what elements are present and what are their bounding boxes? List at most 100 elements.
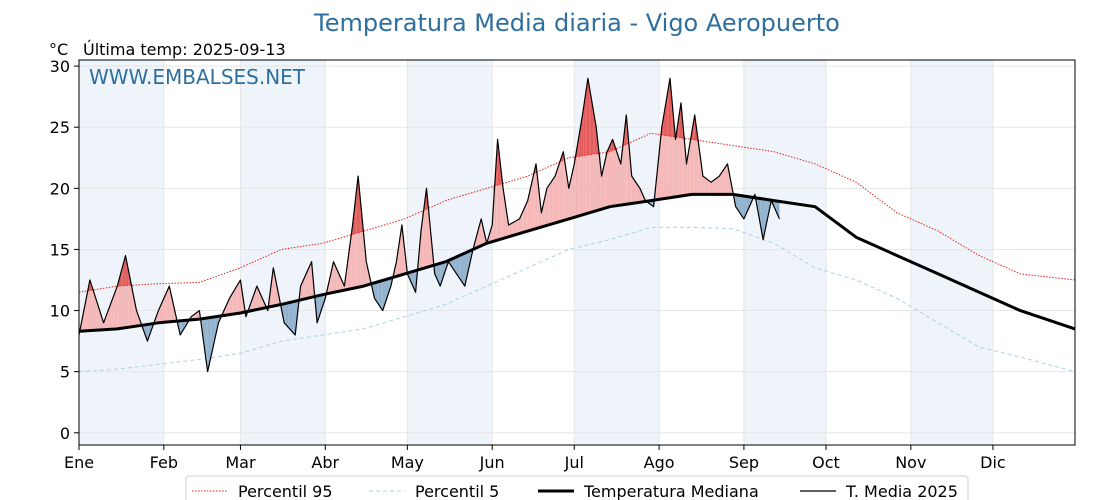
above-median-fill (106, 311, 108, 330)
below-median-fill (440, 262, 442, 287)
above-median-fill (508, 224, 510, 237)
above-median-fill (687, 147, 690, 196)
below-median-fill (381, 280, 383, 311)
above-median-fill (527, 194, 530, 232)
below-median-fill (382, 280, 385, 311)
above-median-fill (162, 298, 164, 323)
above-median-fill (674, 124, 676, 198)
above-median-fill (706, 179, 709, 195)
above-median-fill (501, 176, 504, 239)
above-median-fill (89, 280, 92, 331)
above-median-fill (520, 212, 523, 234)
watermark: WWW.EMBALSES.NET (89, 65, 306, 89)
below-median-fill (763, 198, 765, 240)
above-median-fill (689, 139, 691, 195)
above-median-fill (516, 219, 519, 235)
above-median-fill (526, 200, 528, 232)
above-median-fill (638, 186, 640, 203)
above-median-fill (702, 176, 705, 195)
above-median-fill (525, 203, 527, 232)
below-median-fill (764, 199, 766, 234)
above-median-fill (167, 286, 170, 322)
above-p95-fill (353, 200, 356, 234)
above-median-fill (512, 221, 515, 236)
above-median-fill (572, 163, 575, 218)
above-median-fill (259, 292, 261, 310)
above-median-fill (686, 155, 688, 196)
above-median-fill (559, 159, 561, 222)
above-median-fill (423, 199, 426, 269)
below-median-fill (459, 254, 461, 280)
above-median-fill (195, 312, 197, 320)
y-tick-label: 20 (50, 179, 70, 198)
below-median-fill (464, 252, 467, 287)
below-median-fill (284, 303, 286, 325)
below-median-fill (292, 301, 294, 334)
above-median-fill (117, 281, 119, 329)
above-p95-fill (122, 260, 125, 286)
below-median-fill (289, 302, 292, 331)
below-median-fill (384, 279, 386, 307)
x-tick-label: Oct (812, 453, 840, 472)
above-median-fill (708, 180, 710, 195)
above-median-fill (698, 145, 701, 195)
below-median-fill (389, 277, 391, 291)
above-median-fill (170, 292, 173, 322)
above-median-fill (107, 308, 110, 330)
above-median-fill (475, 234, 478, 249)
above-median-fill (723, 167, 725, 195)
above-median-fill (570, 176, 572, 219)
above-median-fill (701, 165, 703, 195)
below-median-fill (293, 301, 296, 335)
above-median-fill (87, 286, 89, 331)
below-median-fill (778, 201, 780, 219)
legend-label: Percentil 95 (238, 482, 333, 500)
above-median-fill (611, 139, 613, 207)
above-median-fill (514, 221, 516, 236)
above-median-fill (161, 301, 163, 323)
above-p95-fill (583, 96, 586, 156)
above-median-fill (237, 282, 240, 314)
y-tick-label: 10 (50, 302, 70, 321)
above-median-fill (661, 119, 664, 199)
below-median-fill (379, 280, 382, 309)
above-median-fill (696, 125, 698, 195)
above-median-fill (637, 184, 639, 203)
above-median-fill (230, 293, 233, 315)
above-median-fill (111, 297, 114, 330)
above-median-fill (115, 286, 118, 329)
x-tick-label: Jun (479, 453, 505, 472)
plot-frame (78, 59, 1076, 446)
above-median-fill (310, 261, 312, 298)
above-median-fill (612, 139, 614, 207)
above-median-fill (523, 206, 526, 233)
above-median-fill (711, 181, 713, 195)
above-median-fill (631, 176, 634, 204)
series-line-percentil-95 (78, 132, 1076, 293)
above-p95-fill (124, 255, 126, 286)
below-median-fill (291, 301, 293, 332)
above-median-fill (529, 188, 531, 231)
above-median-fill (575, 147, 577, 217)
above-median-fill (169, 286, 171, 322)
above-median-fill (308, 264, 311, 298)
above-median-fill (633, 178, 635, 204)
above-median-fill (709, 181, 712, 195)
below-median-fill (742, 195, 744, 219)
above-median-fill (705, 178, 707, 195)
above-median-fill (613, 143, 616, 207)
legend-label: Temperatura Mediana (583, 482, 759, 500)
y-tick-label: 30 (50, 57, 70, 76)
above-median-fill (563, 151, 565, 221)
below-median-fill (436, 264, 438, 280)
above-median-fill (533, 170, 535, 230)
y-tick-label: 15 (50, 240, 70, 259)
above-median-fill (307, 267, 309, 299)
above-median-fill (232, 291, 234, 315)
above-median-fill (303, 276, 305, 300)
above-median-fill (607, 148, 609, 208)
above-median-fill (722, 170, 724, 195)
above-p95-fill (587, 78, 590, 155)
below-median-fill (375, 282, 378, 303)
above-median-fill (602, 163, 605, 209)
